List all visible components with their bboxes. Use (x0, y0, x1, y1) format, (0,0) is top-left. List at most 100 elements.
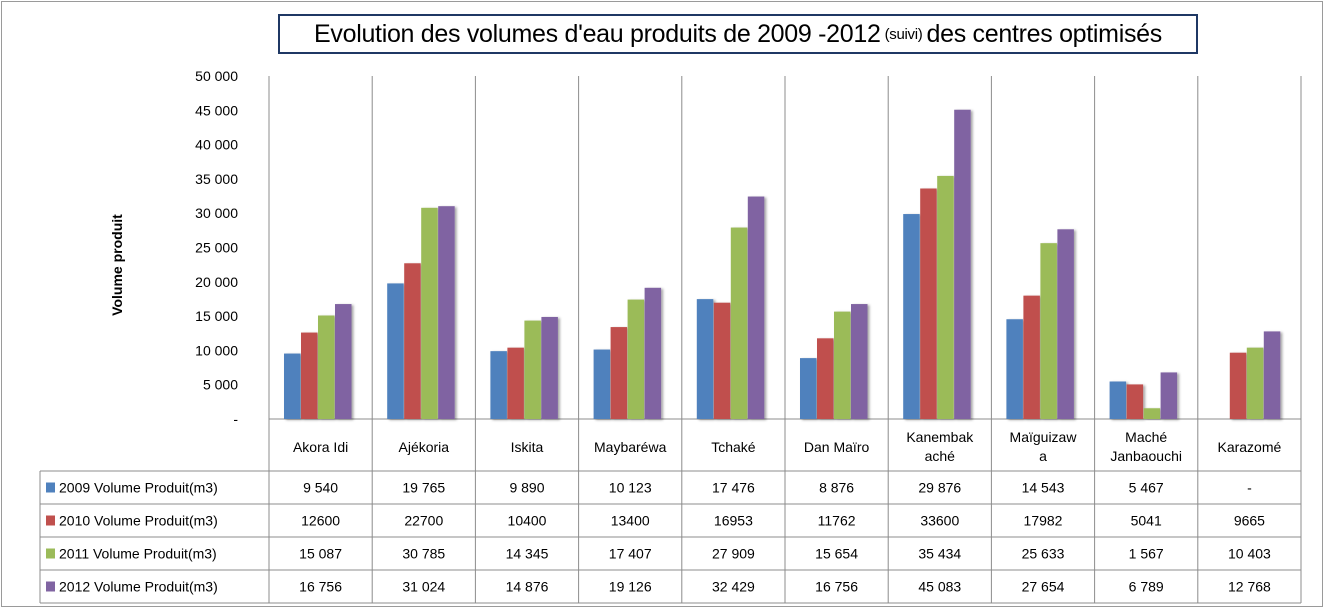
data-label: 22700 (404, 513, 443, 529)
bar (1126, 384, 1144, 419)
bar (335, 304, 352, 419)
legend-key (46, 548, 55, 559)
data-label: 27 909 (712, 546, 755, 562)
category-label: Tchaké (711, 439, 756, 455)
bar (404, 263, 421, 419)
data-label: 17982 (1024, 513, 1063, 529)
data-label: 30 785 (402, 546, 445, 562)
bar (730, 227, 748, 419)
bar (318, 315, 335, 419)
bar (851, 304, 868, 419)
y-tick-label: 35 000 (195, 171, 238, 187)
data-label: 15 087 (299, 546, 342, 562)
data-label: 32 429 (712, 579, 755, 595)
data-label: 45 083 (918, 579, 961, 595)
bar (1109, 381, 1127, 419)
data-label: 16 756 (815, 579, 858, 595)
data-label: - (1247, 480, 1252, 496)
data-label: 29 876 (918, 480, 961, 496)
bar (524, 320, 541, 419)
bar (800, 358, 817, 419)
data-label: 25 633 (1022, 546, 1065, 562)
bar (507, 347, 524, 419)
data-label: 10 403 (1228, 546, 1271, 562)
bar (920, 188, 937, 419)
y-tick-label: 45 000 (195, 102, 238, 118)
data-label: 12600 (301, 513, 340, 529)
category-label: Maybaréwa (594, 439, 667, 455)
bar (1057, 229, 1074, 419)
y-tick-label: 10 000 (195, 342, 238, 358)
y-tick-label: 25 000 (195, 240, 238, 256)
bar (713, 302, 731, 419)
bar (1040, 243, 1057, 419)
bar (696, 299, 714, 419)
bar (610, 327, 628, 419)
category-label: Maché Janbaouchi (1110, 429, 1182, 464)
bar (1006, 319, 1023, 419)
data-table: Akora Idi Ajékoria Iskita Maybaréwa Tchaké Da… (39, 429, 1301, 604)
bar (1023, 295, 1040, 419)
data-label: 16953 (714, 513, 753, 529)
legend-key (46, 515, 55, 526)
data-label: 15 654 (815, 546, 858, 562)
y-tick-label: 40 000 (195, 137, 238, 153)
bar (1263, 331, 1281, 419)
bar (284, 353, 301, 419)
series-name: 2012 Volume Produit(m3) (59, 579, 218, 595)
data-label: 16 756 (299, 579, 342, 595)
bar (954, 109, 971, 419)
data-label: 9 540 (303, 480, 338, 496)
chart-title-main: Evolution des volumes d'eau produits de … (314, 19, 881, 48)
data-label: 33600 (920, 513, 959, 529)
bar (1160, 372, 1178, 419)
category-label: Akora Idi (293, 439, 348, 455)
bar (1143, 408, 1161, 419)
bar (421, 207, 438, 419)
y-tick-label: 30 000 (195, 205, 238, 221)
data-label: 19 765 (402, 480, 445, 496)
bar (541, 316, 558, 419)
y-tick-label: - (233, 411, 238, 427)
bar (1246, 347, 1264, 419)
series-name: 2009 Volume Produit(m3) (59, 480, 218, 496)
legend-key (46, 581, 55, 592)
data-label: 1 567 (1129, 546, 1164, 562)
y-tick-label: 5 000 (203, 377, 238, 393)
data-label: 14 345 (506, 546, 549, 562)
legend-key (46, 482, 55, 493)
bar (1229, 352, 1247, 419)
data-label: 14 543 (1022, 480, 1065, 496)
bar (817, 338, 834, 419)
bar (903, 214, 920, 419)
data-label: 35 434 (918, 546, 961, 562)
data-label: 13400 (611, 513, 650, 529)
bar (387, 283, 404, 419)
category-label: Dan Maïro (804, 439, 870, 455)
bar (490, 351, 507, 419)
category-label: Kanembak aché (906, 429, 974, 464)
y-axis-ticks: - 5 000 10 000 15 000 20 000 25 000 30 000 35 0… (195, 68, 238, 427)
series-name: 2011 Volume Produit(m3) (59, 546, 217, 562)
bars (284, 109, 1281, 419)
y-tick-label: 50 000 (195, 68, 238, 84)
data-label: 31 024 (402, 579, 445, 595)
data-label: 12 768 (1228, 579, 1271, 595)
category-label: Karazomé (1217, 439, 1281, 455)
data-label: 6 789 (1129, 579, 1164, 595)
bar (593, 349, 611, 419)
category-label: Iskita (511, 439, 544, 455)
bar (747, 196, 765, 419)
bar (937, 175, 954, 419)
bar (301, 332, 318, 419)
data-label: 14 876 (506, 579, 549, 595)
y-tick-label: 20 000 (195, 274, 238, 290)
series-name: 2010 Volume Produit(m3) (59, 513, 218, 529)
chart-title-end: des centres optimisés (926, 19, 1162, 48)
bar (834, 311, 851, 419)
bar (438, 206, 455, 419)
data-label: 10 123 (609, 480, 652, 496)
data-label: 9665 (1234, 513, 1265, 529)
